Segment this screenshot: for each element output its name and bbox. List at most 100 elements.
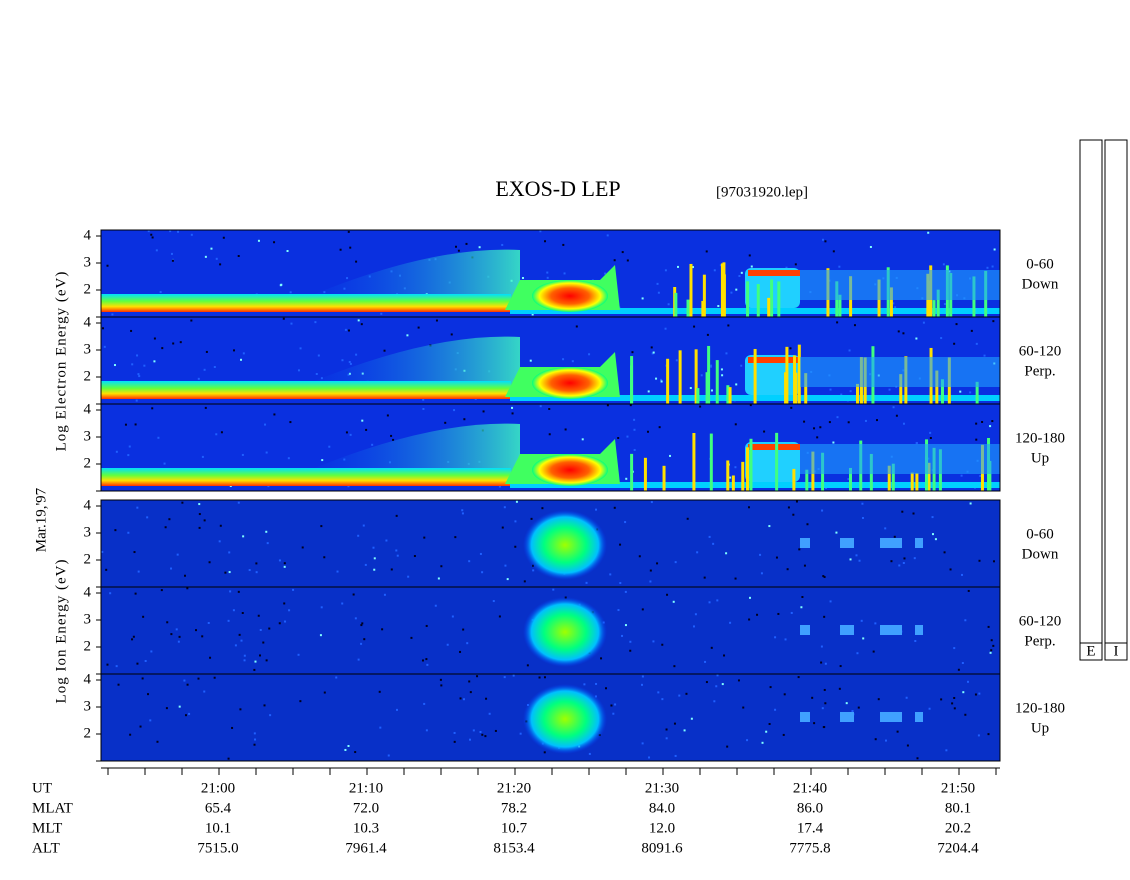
noise [991,420,994,423]
noise [413,555,416,558]
noise [655,377,658,380]
noise [172,342,175,345]
noise [137,570,140,573]
noise [360,642,363,645]
title: EXOS-D LEP [495,176,620,201]
noise [756,613,759,616]
electron-spike [678,350,682,404]
noise [514,545,517,548]
noise [774,636,777,639]
footer-value: 84.0 [649,800,675,816]
noise [479,552,482,555]
noise [798,548,801,551]
noise [239,708,242,711]
noise [283,562,286,565]
noise [725,552,728,555]
electron-spike [726,385,730,404]
electron-spike [746,447,750,491]
noise [227,757,230,760]
noise [466,642,469,645]
footer-label: ALT [32,840,60,856]
noise [164,526,167,529]
noise [155,249,158,252]
electron-spike [722,274,726,317]
noise [201,635,204,638]
noise [606,234,609,237]
noise [530,517,533,520]
electron-spike [726,460,730,491]
noise [638,555,641,558]
noise [417,326,420,329]
noise [710,365,713,368]
electron-spike [891,463,895,491]
noise [823,615,826,618]
noise [242,535,245,538]
noise [494,729,497,732]
noise [629,404,632,407]
noise [426,663,429,666]
noise [543,751,546,754]
electron-spike [749,438,753,491]
noise [641,608,644,611]
noise [746,739,749,742]
noise [268,627,271,630]
noise [425,624,428,627]
noise [201,455,204,458]
noise [777,612,780,615]
electron-spike [932,300,936,317]
noise [222,236,225,239]
noise [163,462,166,465]
noise [387,754,390,757]
noise [836,416,839,419]
noise [710,646,713,649]
noise [335,676,338,679]
noise [422,407,425,410]
electron-spike [767,297,771,317]
noise [101,550,104,553]
noise [248,569,251,572]
noise [503,676,506,679]
noise [851,710,854,713]
noise [913,557,916,560]
noise [564,428,567,431]
noise [912,512,915,515]
noise [218,540,221,543]
noise [915,337,918,340]
ion-patch [840,625,854,635]
electron-spike [666,358,670,404]
noise [619,582,622,585]
y-tick-label: 4 [84,401,92,417]
y-tick-label: 4 [84,497,92,513]
noise [735,383,738,386]
noise [641,297,644,300]
noise [150,233,153,236]
electron-patch-top [748,270,800,276]
electron-spike [777,281,781,317]
noise [115,450,118,453]
noise [828,421,831,424]
noise [117,683,120,686]
noise [512,674,515,677]
noise [255,571,258,574]
noise [903,557,906,560]
ion-patch [800,712,810,722]
noise [690,717,693,720]
noise [571,360,574,363]
noise [896,730,899,733]
noise [297,653,300,656]
noise [647,390,650,393]
noise [166,621,169,624]
noise [686,517,689,520]
noise [872,650,875,653]
electron-floor [510,482,1000,488]
noise [858,559,861,562]
noise [652,351,655,354]
noise [170,567,173,570]
noise [257,614,260,617]
noise [492,600,495,603]
noise [195,629,198,632]
noise [712,542,715,545]
noise [481,733,484,736]
noise [147,230,150,233]
noise [203,368,206,371]
